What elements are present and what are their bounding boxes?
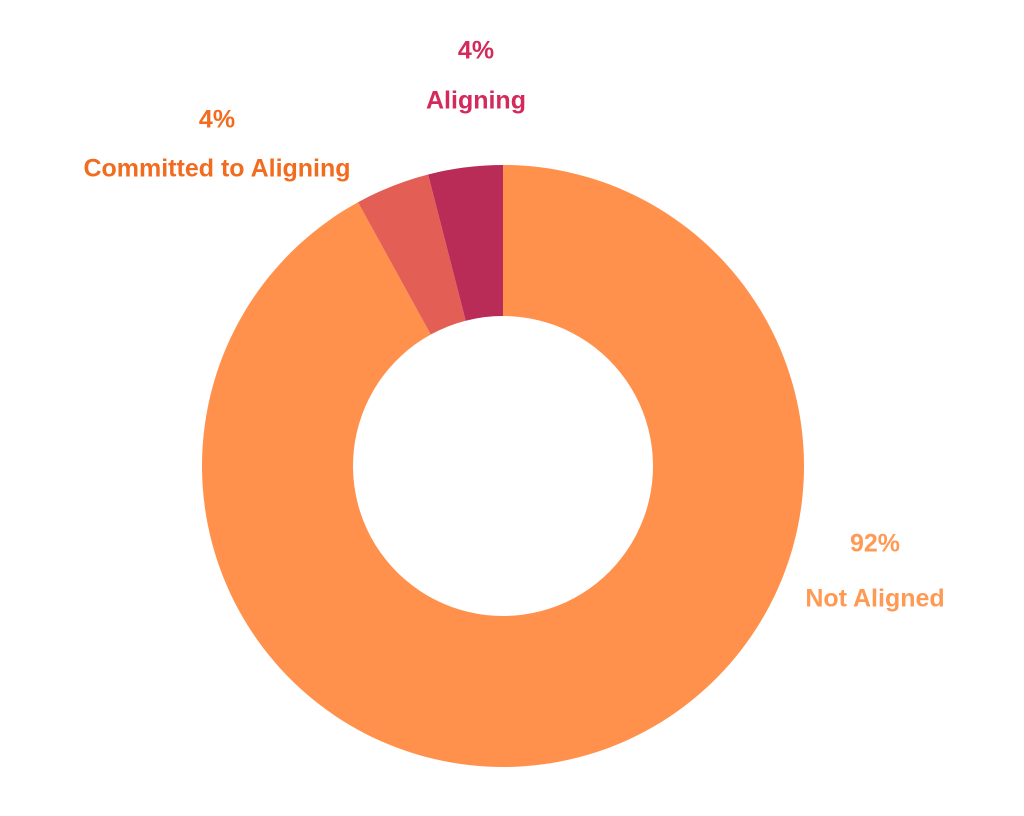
category-label: Aligning bbox=[426, 87, 526, 115]
category-label: Committed to Aligning bbox=[83, 155, 350, 183]
value-label: 92% bbox=[850, 530, 900, 558]
category-label: Not Aligned bbox=[805, 585, 944, 613]
value-label: 4% bbox=[458, 37, 494, 65]
donut-slice bbox=[428, 165, 503, 321]
value-label: 4% bbox=[199, 106, 235, 134]
donut-slice bbox=[357, 174, 466, 335]
donut-slice bbox=[201, 165, 804, 767]
